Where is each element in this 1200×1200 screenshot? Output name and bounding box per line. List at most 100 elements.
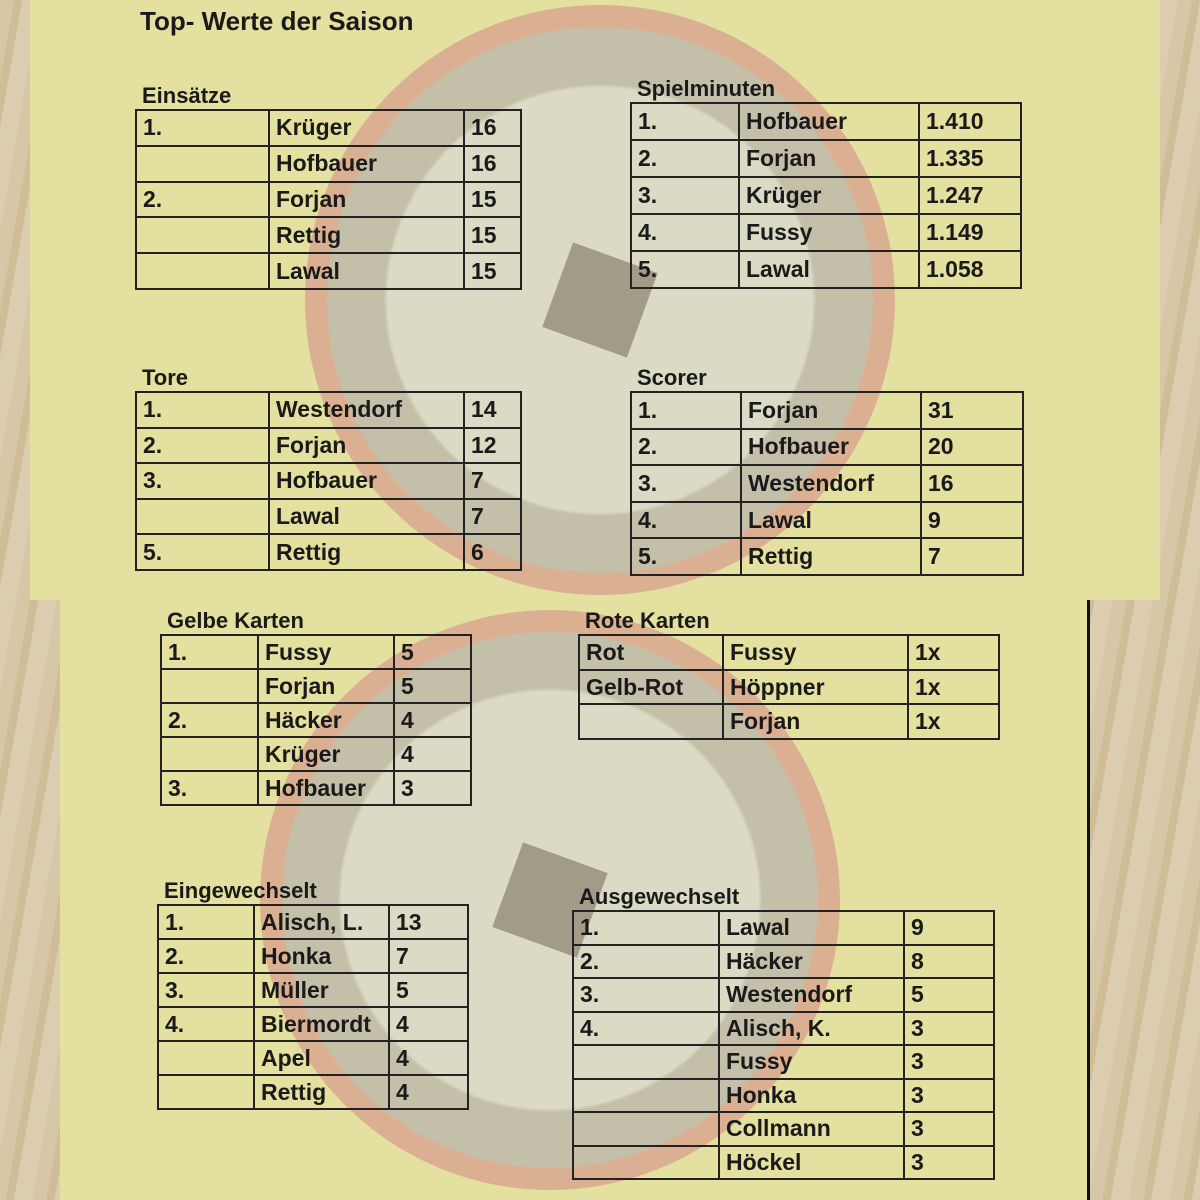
section-heading: Ausgewechselt xyxy=(579,884,740,909)
stats-table: 1. Forjan 31 2. Hofbauer 20 3. Westendorf 16 4. La… xyxy=(630,391,1024,576)
name-cell: Hofbauer xyxy=(268,462,465,500)
value-cell: 5 xyxy=(393,634,472,670)
rank-cell xyxy=(572,1077,720,1113)
table-row: Apel 4 xyxy=(157,1040,469,1076)
section-rote-karten: Rote Karten Rot Fussy 1x Gelb-Rot Höppner 1x Fo… xyxy=(578,608,1000,741)
stats-table: 1. Alisch, L. 13 2. Honka 7 3. Müller 5 4. Biermor… xyxy=(157,904,469,1110)
name-cell: Rettig xyxy=(268,216,465,255)
name-cell: Lawal xyxy=(268,252,465,290)
name-cell: Fussy xyxy=(257,634,395,670)
stats-table: 1. Hofbauer 1.410 2. Forjan 1.335 3. Krüger 1.24… xyxy=(630,102,1022,289)
value-cell: 3 xyxy=(903,1010,995,1046)
section-heading: Eingewechselt xyxy=(164,878,317,903)
table-row: 2. Forjan 15 xyxy=(135,180,522,219)
section-heading: Gelbe Karten xyxy=(167,608,304,633)
name-cell: Alisch, L. xyxy=(253,904,390,940)
section-heading: Scorer xyxy=(637,365,707,390)
name-cell: Westendorf xyxy=(740,464,922,503)
section-ausgewechselt: Ausgewechselt 1. Lawal 9 2. Häcker 8 3. Westendo… xyxy=(572,885,995,1180)
value-cell: 9 xyxy=(903,910,995,946)
rank-cell: 4. xyxy=(630,500,742,540)
name-cell: Hofbauer xyxy=(738,102,920,141)
name-cell: Honka xyxy=(718,1077,905,1113)
name-cell: Häcker xyxy=(718,943,905,979)
rank-cell: 3. xyxy=(572,977,720,1013)
rank-cell: 3. xyxy=(630,464,742,503)
name-cell: Alisch, K. xyxy=(718,1010,905,1046)
table-row: 2. Honka 7 xyxy=(157,938,469,974)
value-cell: 1.247 xyxy=(918,176,1022,215)
value-cell: 4 xyxy=(393,702,472,738)
value-cell: 5 xyxy=(393,668,472,704)
value-cell: 13 xyxy=(388,904,469,940)
value-cell: 1.410 xyxy=(918,102,1022,141)
value-cell: 15 xyxy=(463,180,522,219)
value-cell: 3 xyxy=(393,770,472,806)
rank-cell: 3. xyxy=(160,770,259,806)
name-cell: Häcker xyxy=(257,702,395,738)
name-cell: Lawal xyxy=(738,250,920,289)
table-row: 5. Rettig 6 xyxy=(135,533,522,571)
rank-cell xyxy=(135,144,270,183)
table-row: 2. Häcker 8 xyxy=(572,943,995,979)
name-cell: Fussy xyxy=(738,213,920,252)
value-cell: 6 xyxy=(463,533,522,571)
value-cell: 4 xyxy=(388,1006,469,1042)
name-cell: Forjan xyxy=(722,703,909,741)
rank-cell: 1. xyxy=(135,109,270,147)
value-cell: 16 xyxy=(463,109,522,147)
name-cell: Forjan xyxy=(740,391,922,430)
section-gelbe-karten: Gelbe Karten 1. Fussy 5 Forjan 5 2. Häcker 4 Krüg… xyxy=(160,609,472,806)
name-cell: Rettig xyxy=(253,1074,390,1110)
name-cell: Müller xyxy=(253,972,390,1008)
table-row: 2. Häcker 4 xyxy=(160,702,472,738)
rank-cell xyxy=(572,1111,720,1147)
table-row: 1. Fussy 5 xyxy=(160,634,472,670)
value-cell: 5 xyxy=(388,972,469,1008)
name-cell: Westendorf xyxy=(268,391,465,429)
table-row: 3. Müller 5 xyxy=(157,972,469,1008)
table-row: Rettig 4 xyxy=(157,1074,469,1110)
value-cell: 1.335 xyxy=(918,139,1022,178)
name-cell: Krüger xyxy=(257,736,395,772)
table-row: 2. Hofbauer 20 xyxy=(630,427,1024,467)
value-cell: 4 xyxy=(388,1074,469,1110)
table-row: 1. Alisch, L. 13 xyxy=(157,904,469,940)
rank-cell: 5. xyxy=(135,533,270,571)
value-cell: 16 xyxy=(920,464,1024,503)
table-row: 3. Hofbauer 7 xyxy=(135,462,522,500)
rank-cell xyxy=(135,252,270,290)
table-row: 4. Fussy 1.149 xyxy=(630,213,1022,252)
section-heading: Tore xyxy=(142,365,189,390)
section-heading: Rote Karten xyxy=(585,608,710,633)
value-cell: 4 xyxy=(393,736,472,772)
value-cell: 3 xyxy=(903,1111,995,1147)
table-row: Fussy 3 xyxy=(572,1044,995,1080)
table-row: 5. Rettig 7 xyxy=(630,537,1024,576)
rank-cell: 1. xyxy=(572,910,720,946)
rank-cell: 2. xyxy=(135,426,270,465)
name-cell: Honka xyxy=(253,938,390,974)
table-row: Hofbauer 16 xyxy=(135,144,522,183)
name-cell: Biermordt xyxy=(253,1006,390,1042)
table-row: 1. Lawal 9 xyxy=(572,910,995,946)
name-cell: Krüger xyxy=(268,109,465,147)
rank-cell: 3. xyxy=(630,176,740,215)
rank-cell: 4. xyxy=(572,1010,720,1046)
table-row: Forjan 5 xyxy=(160,668,472,704)
rank-cell: Gelb-Rot xyxy=(578,668,724,706)
table-row: Rot Fussy 1x xyxy=(578,634,1000,671)
stats-table: 1. Krüger 16 Hofbauer 16 2. Forjan 15 Rettig 15 La… xyxy=(135,109,522,290)
rank-cell: 1. xyxy=(157,904,255,940)
stats-table: 1. Fussy 5 Forjan 5 2. Häcker 4 Krüger 4 3. Hofbaue… xyxy=(160,634,472,806)
value-cell: 12 xyxy=(463,426,522,465)
name-cell: Hofbauer xyxy=(257,770,395,806)
rank-cell: 2. xyxy=(572,943,720,979)
name-cell: Forjan xyxy=(268,180,465,219)
table-row: 3. Westendorf 16 xyxy=(630,464,1024,503)
rank-cell: 2. xyxy=(160,702,259,738)
section-eingewechselt: Eingewechselt 1. Alisch, L. 13 2. Honka 7 3. Mül… xyxy=(157,879,469,1110)
rank-cell xyxy=(135,216,270,255)
rank-cell: 3. xyxy=(157,972,255,1008)
value-cell: 7 xyxy=(920,537,1024,576)
